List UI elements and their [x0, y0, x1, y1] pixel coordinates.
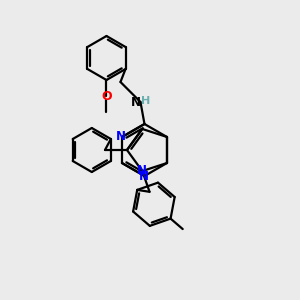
Text: H: H	[141, 96, 150, 106]
Text: O: O	[101, 89, 112, 103]
Text: N: N	[130, 95, 140, 109]
Text: N: N	[137, 164, 147, 176]
Text: N: N	[139, 169, 148, 182]
Text: N: N	[116, 130, 126, 143]
